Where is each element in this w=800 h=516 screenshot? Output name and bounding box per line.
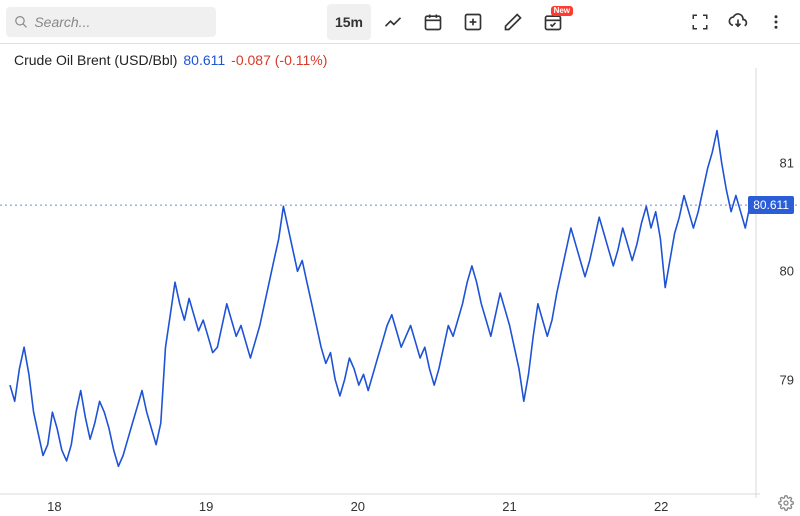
- search-box[interactable]: [6, 7, 216, 37]
- chart-legend: Crude Oil Brent (USD/Bbl) 80.611 -0.087 …: [0, 44, 800, 68]
- x-axis-label: 21: [502, 499, 516, 514]
- x-axis: 18 19 20 21 22: [0, 496, 800, 514]
- fullscreen-icon: [691, 13, 709, 31]
- price-chart: [0, 68, 800, 516]
- pencil-icon: [503, 12, 523, 32]
- y-axis-label: 79: [780, 372, 794, 387]
- current-price-tag: 80.611: [748, 196, 794, 214]
- chart-type-button[interactable]: [375, 4, 411, 40]
- toolbar: 15m New: [0, 0, 800, 44]
- chart-settings-button[interactable]: [778, 495, 794, 516]
- chart-area[interactable]: 79 80 81 80.611 18 19 20 21 22: [0, 68, 800, 516]
- x-axis-label: 19: [199, 499, 213, 514]
- calendar-check-button[interactable]: New: [535, 4, 571, 40]
- calendar-icon: [423, 12, 443, 32]
- x-axis-label: 18: [47, 499, 61, 514]
- y-axis-label: 81: [780, 156, 794, 171]
- instrument-name: Crude Oil Brent (USD/Bbl): [14, 52, 177, 68]
- line-chart-icon: [383, 12, 403, 32]
- x-axis-label: 20: [351, 499, 365, 514]
- add-indicator-button[interactable]: [455, 4, 491, 40]
- gear-icon: [778, 495, 794, 511]
- y-axis-label: 80: [780, 264, 794, 279]
- x-axis-label: 22: [654, 499, 668, 514]
- fullscreen-button[interactable]: [682, 4, 718, 40]
- download-button[interactable]: [720, 4, 756, 40]
- date-range-button[interactable]: [415, 4, 451, 40]
- instrument-value: 80.611: [183, 52, 225, 68]
- draw-button[interactable]: [495, 4, 531, 40]
- plus-square-icon: [463, 12, 483, 32]
- cloud-download-icon: [728, 12, 748, 32]
- more-vertical-icon: [767, 13, 785, 31]
- new-badge: New: [551, 6, 573, 16]
- more-button[interactable]: [758, 4, 794, 40]
- instrument-change: -0.087 (-0.11%): [231, 52, 327, 68]
- interval-selector[interactable]: 15m: [327, 4, 371, 40]
- search-icon: [14, 14, 28, 30]
- search-input[interactable]: [34, 14, 208, 30]
